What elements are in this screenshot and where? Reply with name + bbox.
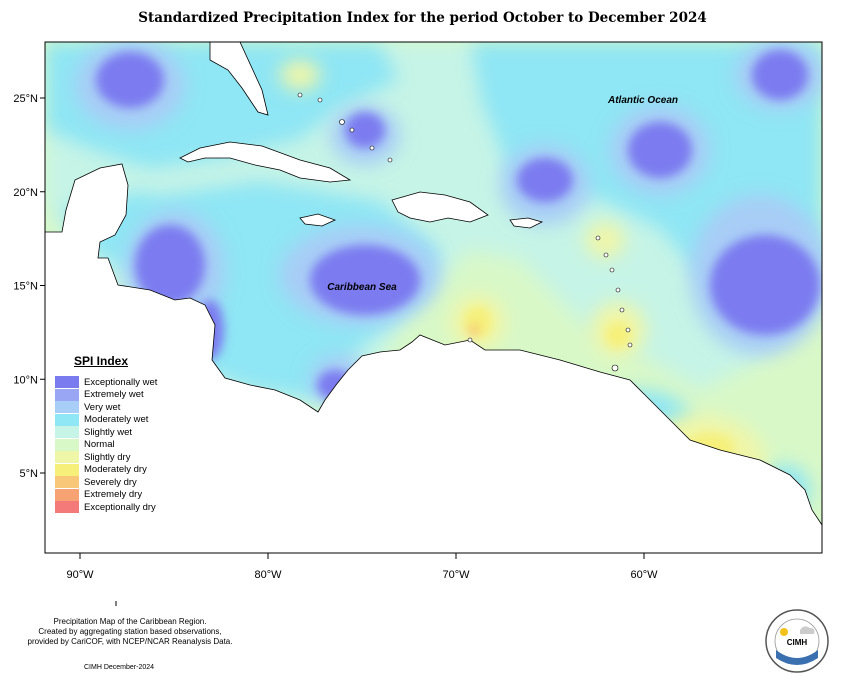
- legend-swatch: [55, 388, 79, 401]
- legend-label: Normal: [84, 439, 115, 451]
- legend-label: Extremely wet: [84, 389, 144, 401]
- cimh-logo: CIMH: [765, 609, 829, 673]
- logo-text: CIMH: [787, 638, 808, 647]
- footer-line-3: provided by CariCOF, with NCEP/NCAR Rean…: [27, 637, 233, 646]
- legend-swatch: [55, 438, 79, 451]
- sun-icon: [780, 628, 788, 636]
- spi-field: [45, 42, 822, 553]
- legend-item: Slightly wet: [55, 426, 180, 439]
- longitude-axis: 90°W 80°W 70°W 60°W: [66, 553, 658, 581]
- legend-swatch: [55, 401, 79, 414]
- legend-label: Moderately dry: [84, 464, 147, 476]
- legend-label: Exceptionally wet: [84, 376, 158, 388]
- legend-item: Very wet: [55, 401, 180, 414]
- legend-item: Extremely dry: [55, 488, 180, 502]
- legend-item: Normal: [55, 438, 180, 452]
- footer-description: Precipitation Map of the Caribbean Regio…: [10, 617, 250, 647]
- legend-label: Slightly dry: [84, 451, 131, 463]
- latitude-axis: 25°N 20°N 15°N 10°N 5°N: [13, 93, 45, 480]
- legend-item: Exceptionally dry: [55, 501, 180, 514]
- legend-label: Moderately wet: [84, 414, 149, 426]
- legend-swatch: [55, 463, 79, 476]
- legend-swatch: [55, 451, 79, 464]
- lat-tick-label: 20°N: [13, 187, 38, 199]
- land-masses: [45, 42, 822, 553]
- map-title: Standardized Precipitation Index for the…: [138, 10, 707, 26]
- legend-item: Moderately dry: [55, 463, 180, 477]
- legend-title: SPI Index: [74, 354, 129, 368]
- legend-label: Exceptionally dry: [84, 501, 156, 513]
- legend-item: Extremely wet: [55, 388, 180, 402]
- lat-tick-label: 15°N: [13, 281, 38, 293]
- legend-swatch: [55, 376, 79, 389]
- footer-date: CIMH December-2024: [84, 664, 155, 671]
- wave-icon: [776, 650, 818, 665]
- lat-tick-label: 10°N: [13, 374, 38, 386]
- lon-tick-label: 80°W: [254, 569, 282, 581]
- footer-line-2: Created by aggregating station based obs…: [38, 627, 222, 636]
- spi-legend: SPI Index Exceptionally wet Extremely wet…: [55, 354, 180, 514]
- legend-label: Extremely dry: [84, 489, 143, 501]
- legend-swatch: [55, 413, 79, 426]
- lon-tick-label: 70°W: [442, 569, 470, 581]
- legend-item: Moderately wet: [55, 413, 180, 427]
- lat-tick-label: 25°N: [13, 93, 38, 105]
- lon-tick-label: 60°W: [630, 569, 658, 581]
- legend-swatch: [55, 426, 79, 439]
- atlantic-ocean-label: Atlantic Ocean: [607, 95, 678, 106]
- legend-swatch: [55, 488, 79, 501]
- legend-swatch: [55, 476, 79, 489]
- caribbean-sea-label: Caribbean Sea: [327, 282, 397, 293]
- legend-item: Exceptionally wet: [55, 376, 180, 389]
- legend-label: Slightly wet: [84, 426, 133, 438]
- legend-item: Severely dry: [55, 476, 180, 489]
- cloud-icon: [800, 626, 815, 634]
- legend-label: Very wet: [84, 401, 121, 413]
- legend-item: Slightly dry: [55, 451, 180, 464]
- footer-line-1: Precipitation Map of the Caribbean Regio…: [53, 617, 207, 626]
- legend-swatch: [55, 501, 79, 514]
- lat-tick-label: 5°N: [20, 468, 39, 480]
- legend-label: Severely dry: [84, 476, 137, 488]
- lon-tick-label: 90°W: [66, 569, 94, 581]
